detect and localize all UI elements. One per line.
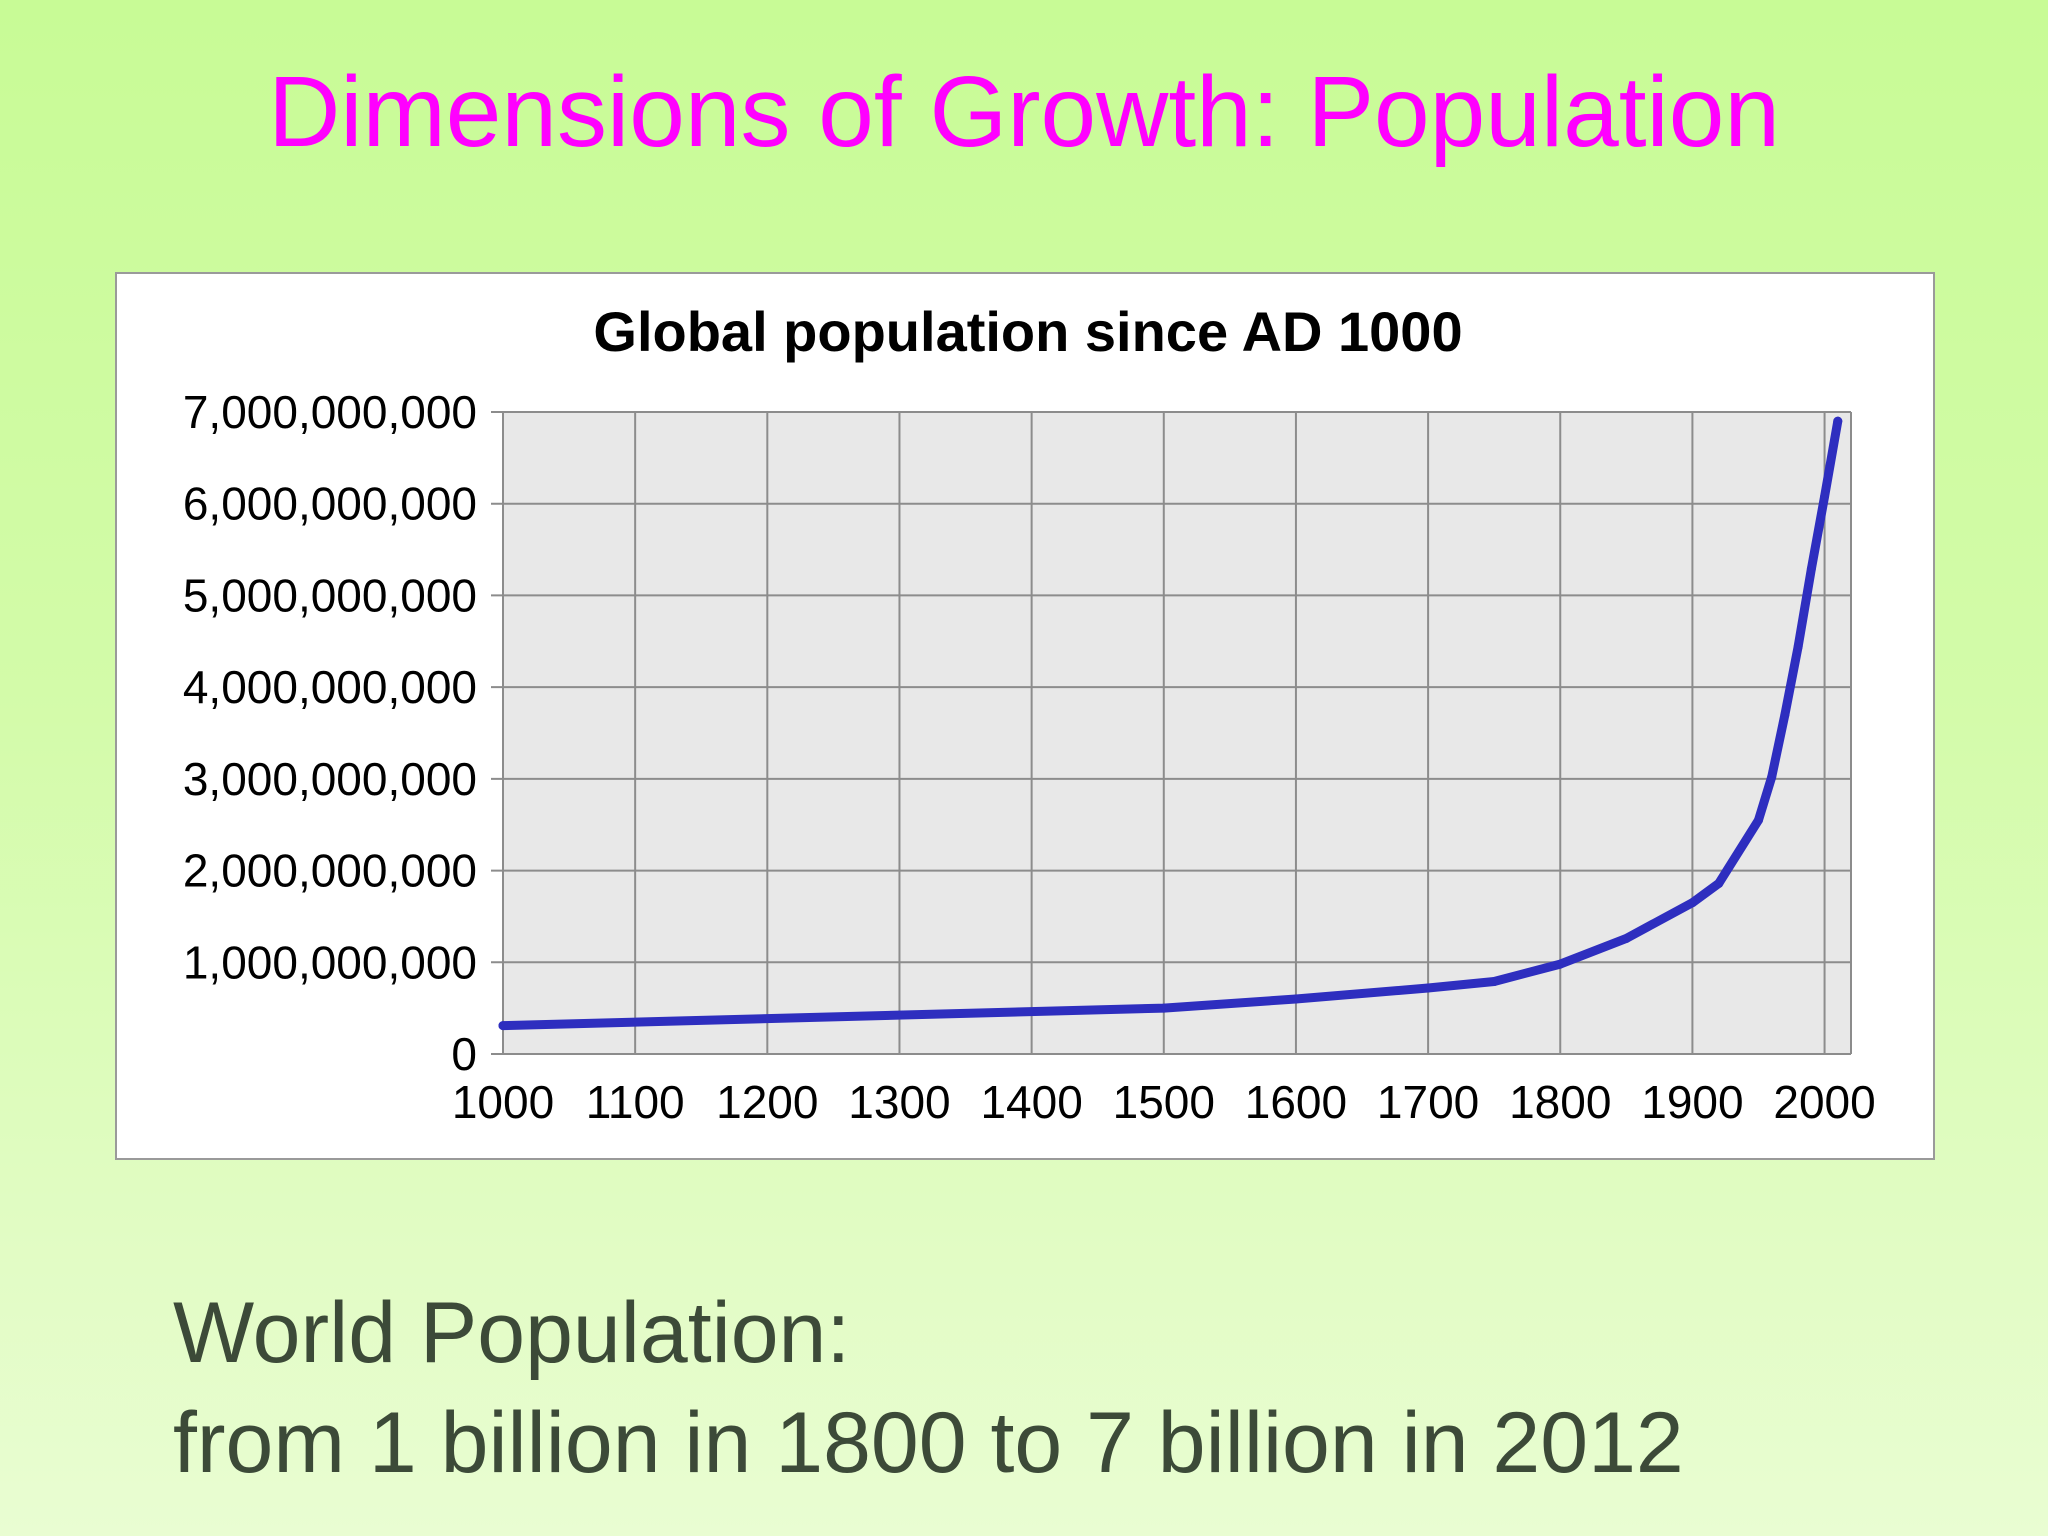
data-point [1423, 983, 1433, 993]
caption: World Population: from 1 billion in 1800… [173, 1278, 1684, 1498]
plot-background [503, 412, 1851, 1054]
x-tick-label: 1200 [716, 1076, 818, 1128]
caption-line-2: from 1 billion in 1800 to 7 billion in 2… [173, 1395, 1684, 1491]
population-line-chart: Global population since AD 1000 0 1,000,0… [183, 300, 1876, 1128]
data-point [1767, 772, 1777, 782]
chart-title: Global population since AD 1000 [593, 300, 1462, 363]
caption-line-1: World Population: [173, 1285, 851, 1381]
x-tick-label: 1000 [452, 1076, 554, 1128]
data-point [1793, 642, 1803, 652]
y-tick-label: 6,000,000,000 [183, 478, 477, 530]
x-tick-label: 1100 [586, 1076, 685, 1128]
plot-area: 0 1,000,000,000 2,000,000,000 3,000,000,000… [183, 386, 1876, 1128]
y-tick-label: 2,000,000,000 [183, 845, 477, 897]
data-point [1621, 933, 1631, 943]
y-tick-label: 1,000,000,000 [183, 936, 477, 988]
data-point [1489, 977, 1499, 987]
series-line [498, 416, 1843, 1031]
y-tick-label: 3,000,000,000 [183, 753, 477, 805]
y-tick-label: 0 [451, 1028, 477, 1080]
data-point [1159, 1003, 1169, 1013]
x-tick-label: 1300 [848, 1076, 950, 1128]
data-point [1780, 710, 1790, 720]
data-point [1555, 959, 1565, 969]
x-tick-label: 1900 [1641, 1076, 1743, 1128]
x-tick-label: 1600 [1245, 1076, 1347, 1128]
x-tick-label: 1800 [1509, 1076, 1611, 1128]
data-point [1833, 416, 1843, 426]
y-tick-label: 5,000,000,000 [183, 569, 477, 621]
x-tick-label: 2000 [1773, 1076, 1875, 1128]
x-tick-label: 1700 [1377, 1076, 1479, 1128]
slide-title: Dimensions of Growth: Population [268, 56, 1780, 168]
x-tick-label: 1500 [1113, 1076, 1215, 1128]
y-tick-label: 7,000,000,000 [183, 386, 477, 438]
data-point [1806, 564, 1816, 574]
data-point [1820, 491, 1830, 501]
x-tick-label: 1400 [980, 1076, 1082, 1128]
data-point [1687, 898, 1697, 908]
data-point [498, 1021, 508, 1031]
y-tick-label: 4,000,000,000 [183, 661, 477, 713]
chart-container: Global population since AD 1000 0 1,000,0… [115, 272, 1935, 1160]
data-point [1753, 815, 1763, 825]
data-point [1714, 878, 1724, 888]
data-point [1291, 994, 1301, 1004]
